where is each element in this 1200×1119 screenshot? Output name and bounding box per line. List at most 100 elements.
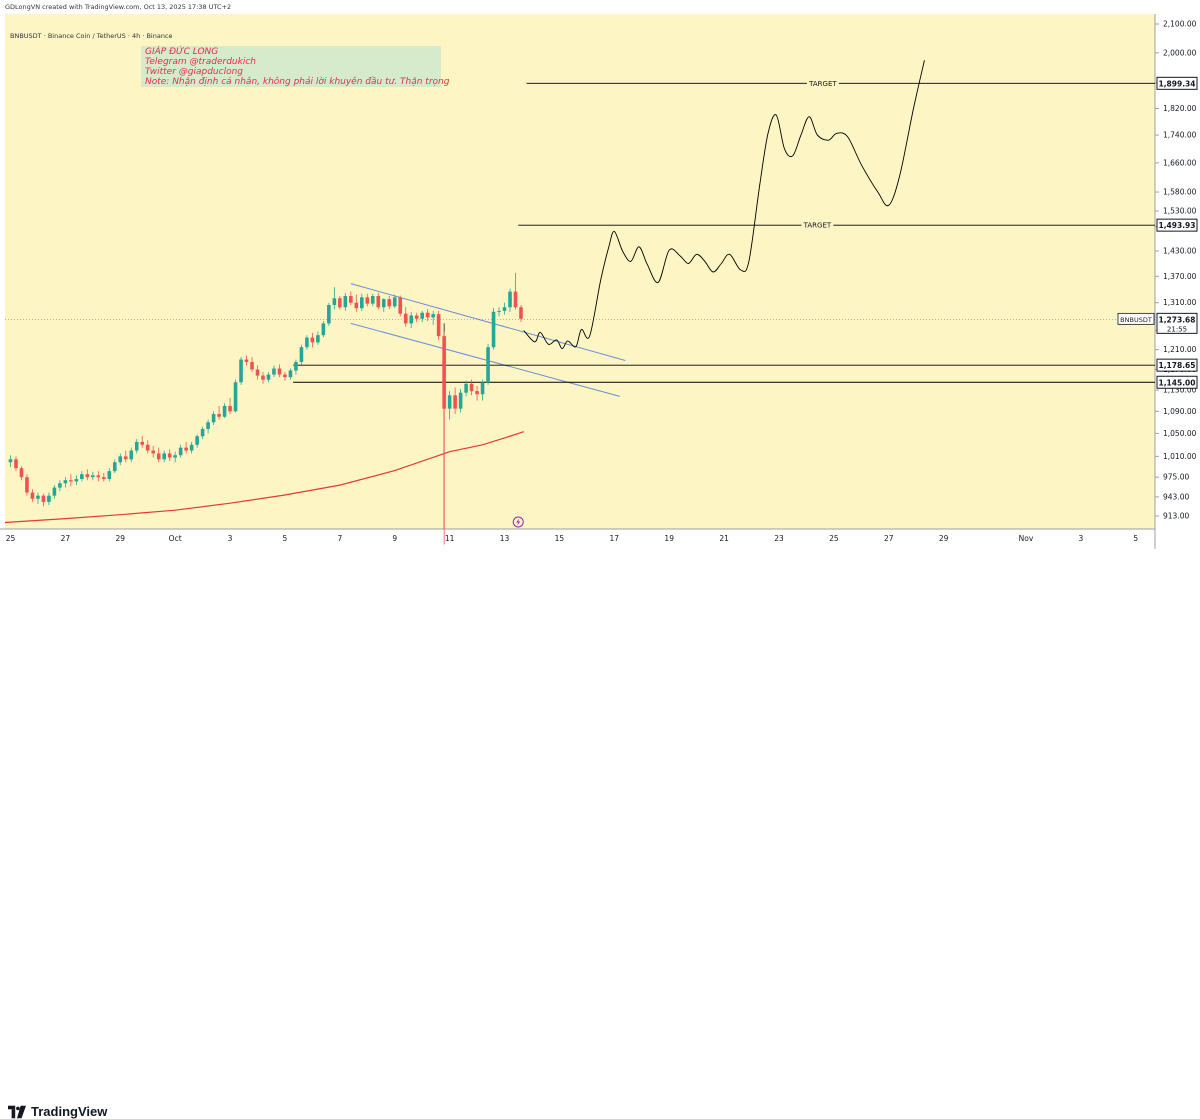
candle-body	[261, 375, 265, 380]
y-tick-label: 975.00	[1163, 473, 1189, 482]
projection-path[interactable]	[523, 60, 925, 350]
tradingview-logo[interactable]: TradingView	[8, 1104, 107, 1119]
candle-body	[222, 405, 227, 417]
brand-name: TradingView	[31, 1104, 108, 1119]
candle-body	[486, 347, 490, 383]
candle-body	[47, 495, 51, 502]
candle-body	[365, 297, 370, 304]
x-tick-label: 23	[774, 534, 784, 543]
y-tick-label: 1,430.00	[1163, 246, 1197, 255]
candle-body	[425, 312, 430, 318]
candle-body	[63, 480, 68, 484]
y-tick-label: 1,210.00	[1163, 345, 1197, 354]
disclaimer-note: Note: Nhận định cá nhân, không phải lời …	[145, 77, 450, 87]
x-tick-label: 3	[228, 534, 233, 543]
y-tick-label: 1,370.00	[1163, 272, 1197, 281]
candle-body	[338, 298, 342, 308]
candle-body	[167, 453, 172, 458]
x-tick-label: 9	[392, 534, 397, 543]
candle-body	[305, 337, 309, 348]
y-tick-label: 1,580.00	[1163, 188, 1197, 197]
telegram-handle: Telegram @traderdukich	[145, 57, 256, 67]
x-tick-label: 21	[719, 534, 729, 543]
symbol-tag-box	[1117, 312, 1155, 325]
y-tick-label: 1,660.00	[1163, 158, 1197, 167]
candle-body	[376, 296, 381, 308]
x-tick-label: 27	[61, 534, 71, 543]
time-axis[interactable]	[0, 529, 1155, 549]
price-chart[interactable]: 913.00 943.00 975.00 1,010.00 1,050.00 1,090.…	[0, 14, 1200, 549]
price-axis-label-box	[1156, 358, 1198, 372]
candle-body	[321, 323, 326, 336]
price-axis[interactable]	[1155, 14, 1200, 549]
y-tick-label: 2,100.00	[1163, 20, 1197, 29]
channel-lower-line[interactable]	[350, 322, 620, 397]
candle-body	[244, 359, 249, 362]
candle-body	[266, 374, 271, 380]
candle-body	[480, 382, 485, 395]
candle-body	[458, 392, 463, 409]
chart-area[interactable]: 913.00 943.00 975.00 1,010.00 1,050.00 1,090.…	[0, 14, 1200, 549]
candle-body	[52, 487, 57, 496]
x-tick-label: 27	[884, 534, 894, 543]
y-tick-label: 1,130.00	[1163, 386, 1197, 395]
x-tick-label: Nov	[1019, 534, 1034, 543]
twitter-handle: Twitter @giapduclong	[145, 67, 244, 77]
candle-body	[431, 314, 435, 318]
candle-body	[436, 314, 441, 337]
candle-body	[447, 395, 452, 409]
candle-body	[332, 298, 337, 306]
x-tick-label: 17	[610, 534, 620, 543]
candle-body	[239, 359, 243, 383]
x-tick-label: 15	[555, 534, 565, 543]
candle-body	[107, 471, 112, 480]
candle-body	[327, 305, 331, 324]
x-tick-label: 5	[283, 534, 288, 543]
candle-body	[354, 302, 359, 309]
level-label-bg	[806, 78, 839, 89]
channel-upper-line[interactable]	[350, 283, 626, 361]
candle-body	[189, 444, 194, 451]
y-tick-label: 1,740.00	[1163, 131, 1197, 140]
lightning-icon[interactable]	[512, 516, 524, 528]
price-axis-label-box	[1156, 218, 1198, 232]
candle-body	[299, 347, 304, 362]
y-tick-label: 1,530.00	[1163, 207, 1197, 216]
price-axis-label: 1,493.93	[1158, 221, 1195, 230]
candle-body	[502, 307, 507, 311]
candle-body	[91, 475, 95, 478]
author-note-box[interactable]: GIÁP ĐỨC LONG Telegram @traderdukich Twi…	[141, 46, 450, 87]
candle-body	[409, 315, 414, 324]
candle-body	[69, 480, 73, 482]
moving-average-line	[4, 431, 524, 524]
lightning-bolt-glyph	[516, 518, 521, 526]
candle-body	[491, 311, 496, 348]
candle-body	[145, 444, 150, 451]
candle-body	[464, 383, 468, 393]
candle-body	[228, 405, 232, 412]
candle-body	[96, 475, 101, 478]
candle-body	[58, 483, 62, 488]
candle-body	[162, 453, 166, 460]
x-tick-label: 25	[829, 534, 839, 543]
candle-body	[414, 315, 419, 319]
price-axis-label-box	[1156, 375, 1198, 389]
x-tick-label: 13	[500, 534, 510, 543]
candle-body	[118, 456, 123, 463]
candle-body	[123, 456, 128, 460]
candle-body	[233, 382, 238, 412]
candle-body	[80, 474, 84, 480]
candle-body	[294, 361, 298, 371]
candle-body	[310, 337, 315, 343]
candle-body	[36, 495, 40, 499]
candle-body	[442, 336, 446, 409]
y-tick-label: 1,310.00	[1163, 298, 1197, 307]
candle-body	[30, 492, 35, 499]
y-tick-label: 1,820.00	[1163, 104, 1197, 113]
candle-body	[392, 297, 397, 307]
candle-body	[398, 297, 403, 314]
candle-body	[112, 462, 117, 472]
candle-body	[403, 313, 408, 324]
candle-body	[74, 479, 79, 482]
candle-body	[508, 291, 512, 308]
